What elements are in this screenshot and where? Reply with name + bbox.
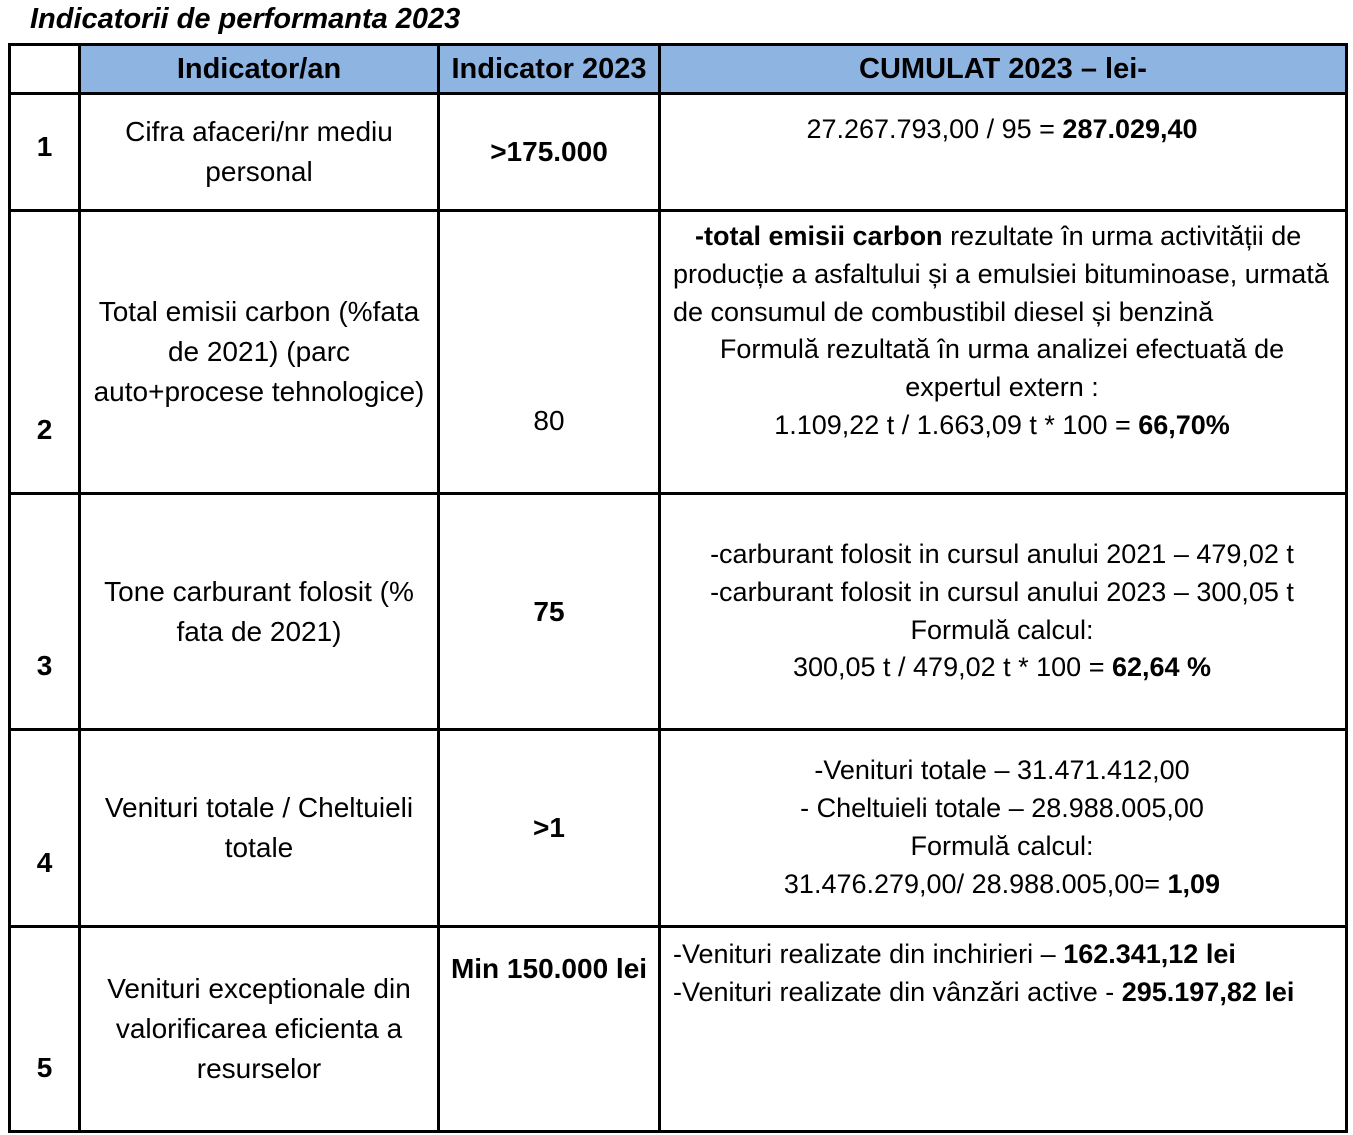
cumulat-line: -Venituri realizate din vânzări active -… [673,974,1331,1012]
cumulat-formula-line: 1.109,22 t / 1.663,09 t * 100 = 66,70% [673,407,1331,445]
indicator-name: Total emisii carbon (%fata de 2021) (par… [78,209,440,495]
header-cell-cumulat-2023: CUMULAT 2023 – lei- [658,43,1348,95]
description-lead: -total emisii carbon [695,221,951,251]
table-row-1: 1 Cifra afaceri/nr mediu personal >175.0… [8,92,1348,212]
cumulat-formula-label: Formulă rezultată în urma analizei efect… [719,334,1285,403]
row-number: 3 [8,492,81,731]
cumulat-cell: -Venituri totale – 31.471.412,00 - Chelt… [658,728,1348,928]
cumulat-cell: -total emisii carbon rezultate în urma a… [658,209,1348,495]
formula-expression: 31.476.279,00/ 28.988.005,00= [783,868,1168,899]
description-rest: rezultate în urma activității de producț… [673,221,1329,327]
cumulat-line: - Cheltuieli totale – 28.988.005,00 [800,793,1204,824]
formula-result: 62,64 % [1111,652,1212,683]
row-number: 4 [8,728,81,928]
cumulat-formula-label: Formulă calcul: [910,831,1094,861]
table-row-2: 2 Total emisii carbon (%fata de 2021) (p… [8,209,1348,495]
cumulat-line: -carburant folosit in cursul anului 2023… [710,576,1294,607]
table-row-5: 5 Venituri exceptionale din valorificare… [8,925,1348,1133]
page-title: Indicatorii de performanta 2023 [30,3,461,35]
formula-result: 66,70% [1138,409,1230,440]
cumulat-formula-line: 27.267.793,00 / 95 = 287.029,40 [673,111,1331,149]
revenue-label: -Venituri realizate din inchirieri – [673,939,1064,969]
indicator-name: Venituri exceptionale din valorificarea … [78,925,440,1133]
cumulat-line: -Venituri totale – 31.471.412,00 [814,755,1190,786]
formula-expression: 27.267.793,00 / 95 = [806,114,1063,144]
cumulat-formula-label: Formulă calcul: [910,614,1094,645]
cumulat-cell: 27.267.793,00 / 95 = 287.029,40 [658,92,1348,212]
formula-result: 287.029,40 [1062,114,1198,144]
cumulat-line: -carburant folosit in cursul anului 2021… [710,538,1294,569]
header-cell-indicator-an: Indicator/an [78,43,440,95]
indicator-target: 75 [437,492,661,731]
table-row-3: 3 Tone carburant folosit (% fata de 2021… [8,492,1348,731]
indicator-target: Min 150.000 lei [437,925,661,1133]
cumulat-formula-line: 31.476.279,00/ 28.988.005,00= 1,09 [673,866,1331,904]
cumulat-cell: -Venituri realizate din inchirieri – 162… [658,925,1348,1133]
formula-expression: 1.109,22 t / 1.663,09 t * 100 = [774,409,1139,440]
indicator-target: >1 [437,728,661,928]
revenue-amount: 295.197,82 lei [1121,976,1295,1007]
indicator-name: Venituri totale / Cheltuieli totale [78,728,440,928]
revenue-amount: 162.341,12 lei [1063,939,1236,969]
revenue-label: -Venituri realizate din vânzări active - [673,976,1122,1007]
indicator-target: 80 [437,209,661,495]
formula-result: 1,09 [1167,868,1221,899]
indicator-target: >175.000 [437,92,661,212]
table-row-4: 4 Venituri totale / Cheltuieli totale >1… [8,728,1348,928]
performance-indicators-table: Indicator/an Indicator 2023 CUMULAT 2023… [8,43,1348,1133]
cumulat-formula-line: 300,05 t / 479,02 t * 100 = 62,64 % [673,649,1331,687]
formula-expression: 300,05 t / 479,02 t * 100 = [792,652,1112,683]
cumulat-line: -Venituri realizate din inchirieri – 162… [673,936,1331,974]
row-number: 1 [8,92,81,212]
row-number: 2 [8,209,81,495]
header-cell-blank [8,43,81,95]
indicator-name: Cifra afaceri/nr mediu personal [78,92,440,212]
cumulat-cell: -carburant folosit in cursul anului 2021… [658,492,1348,731]
header-cell-indicator-2023: Indicator 2023 [437,43,661,95]
indicator-name: Tone carburant folosit (% fata de 2021) [78,492,440,731]
header-row: Indicator/an Indicator 2023 CUMULAT 2023… [8,43,1348,95]
row-number: 5 [8,925,81,1133]
cumulat-description: -total emisii carbon rezultate în urma a… [673,218,1331,331]
